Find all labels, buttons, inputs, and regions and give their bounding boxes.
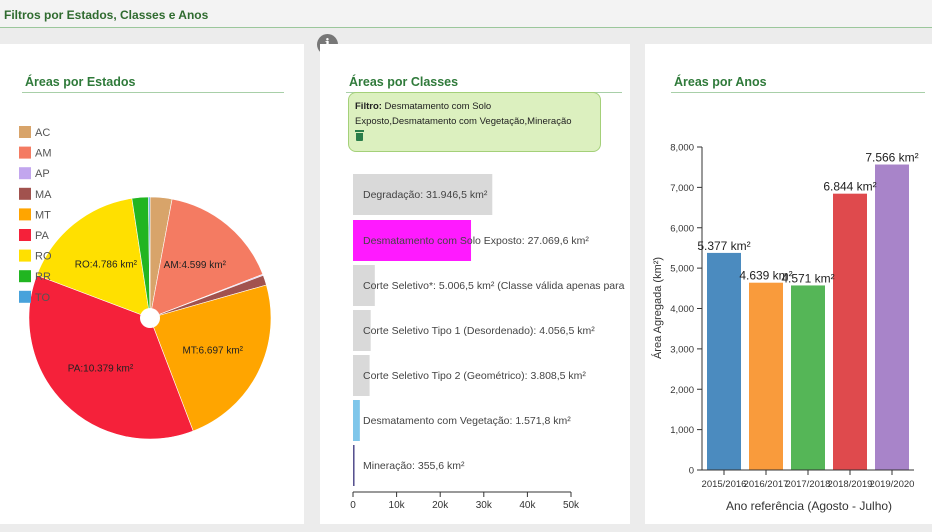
pie-slice-to bbox=[148, 196, 151, 319]
years-clip-right bbox=[930, 144, 932, 224]
pie-slice-mt bbox=[149, 284, 272, 432]
year-bar-label-4: 7.566 km² bbox=[865, 151, 918, 165]
legend-swatch-mt bbox=[19, 208, 31, 221]
class-bar-label-5: Corte Seletivo Tipo 2 (Geométrico): 3.80… bbox=[363, 370, 586, 382]
years-y-tick-label-1: 1,000 bbox=[670, 425, 694, 436]
year-bar-1 bbox=[749, 282, 783, 470]
years-y-tick-label-0: 0 bbox=[689, 466, 694, 477]
pie-slice-pa bbox=[28, 274, 194, 440]
legend-swatch-am bbox=[19, 146, 31, 159]
years-x-tick-label-2: 2017/2018 bbox=[786, 479, 831, 490]
class-bar-label-7: Mineração: 355,6 km² bbox=[363, 460, 465, 472]
year-bar-label-2: 4.571 km² bbox=[781, 271, 834, 285]
class-bar-6 bbox=[353, 400, 360, 441]
class-x-tick-label-3: 30k bbox=[476, 500, 493, 511]
years-panel: Áreas por Anos 0 1,000 2,000 3,000 4,000 5,00… bbox=[645, 44, 932, 524]
legend-label-to: TO bbox=[35, 292, 51, 304]
states-pie-chart: AC AM:4.599 km² AM AP MA MT:6.697 km² MT PA:10.… bbox=[19, 126, 272, 440]
class-bar-1 bbox=[353, 174, 493, 215]
filter-label: Filtro: bbox=[355, 101, 382, 112]
years-y-tick-label-5: 5,000 bbox=[670, 264, 694, 275]
header-bar: Filtros por Estados, Classes e Anos bbox=[0, 0, 932, 28]
pie-label-am: AM:4.599 km² bbox=[164, 260, 227, 271]
class-bar-3 bbox=[353, 265, 375, 306]
class-x-tick-label-0: 0 bbox=[350, 500, 356, 511]
legend-swatch-rr bbox=[19, 270, 31, 283]
years-bar-chart: 0 1,000 2,000 3,000 4,000 5,000 6,000 7,000 8,00… bbox=[651, 143, 932, 513]
years-y-tick-label-7: 7,000 bbox=[670, 183, 694, 194]
legend-swatch-pa bbox=[19, 229, 31, 241]
label-clip-mask bbox=[627, 99, 630, 499]
year-bar-label-1: 4.639 km² bbox=[739, 269, 792, 283]
class-bar-4 bbox=[353, 310, 371, 351]
pie-slice-ro bbox=[36, 198, 151, 319]
year-bar-label-0: 5.377 km² bbox=[697, 239, 750, 253]
years-y-tick-label-2: 2,000 bbox=[670, 385, 694, 396]
pie-slice-am bbox=[149, 198, 264, 319]
legend-swatch-ap bbox=[19, 167, 31, 180]
legend-swatch-ro bbox=[19, 249, 31, 262]
class-bar-7 bbox=[353, 445, 355, 486]
year-bar-3 bbox=[833, 193, 867, 470]
years-y-axis-label: Área Agregada (km²) bbox=[651, 257, 664, 359]
years-title-rule bbox=[671, 92, 925, 93]
pie-label-pa: PA:10.379 km² bbox=[68, 364, 134, 375]
year-bar-2 bbox=[791, 285, 825, 470]
class-bar-label-1: Degradação: 31.946,5 km² bbox=[363, 189, 488, 201]
legend-swatch-to bbox=[19, 290, 31, 303]
class-x-tick-label-2: 20k bbox=[432, 500, 449, 511]
legend-label-ro: RO bbox=[35, 251, 52, 263]
legend-label-mt: MT bbox=[35, 209, 51, 221]
years-x-tick-label-0: 2015/2016 bbox=[702, 479, 747, 490]
legend-label-ap: AP bbox=[35, 168, 50, 180]
legend-label-ma: MA bbox=[35, 189, 52, 201]
states-title-rule bbox=[22, 92, 284, 93]
legend-label-rr: RR bbox=[35, 271, 51, 283]
class-bar-label-6: Desmatamento com Vegetação: 1.571,8 km² bbox=[363, 415, 571, 427]
filter-tooltip: Filtro: Desmatamento com Solo Exposto,De… bbox=[348, 92, 601, 152]
page-title: Filtros por Estados, Classes e Anos bbox=[4, 8, 209, 22]
years-panel-title: Áreas por Anos bbox=[674, 75, 767, 89]
trash-icon[interactable] bbox=[355, 130, 364, 141]
years-y-tick-label-8: 8,000 bbox=[670, 143, 694, 154]
class-bar-label-3: Corte Seletivo*: 5.006,5 km² (Classe vál… bbox=[363, 280, 630, 292]
legend-label-am: AM bbox=[35, 148, 52, 160]
class-bar-2 bbox=[353, 220, 472, 261]
legend-label-ac: AC bbox=[35, 127, 50, 139]
years-x-tick-label-1: 2016/2017 bbox=[744, 479, 789, 490]
class-bar-label-4: Corte Seletivo Tipo 1 (Desordenado): 4.0… bbox=[363, 325, 595, 337]
pie-center-hole bbox=[140, 308, 160, 328]
year-bar-4 bbox=[875, 164, 909, 470]
filter-text: Desmatamento com Solo Exposto,Desmatamen… bbox=[355, 101, 572, 127]
legend-swatch-ac bbox=[19, 126, 31, 138]
years-y-tick-label-6: 6,000 bbox=[670, 223, 694, 234]
class-bar-label-2: Desmatamento com Solo Exposto: 27.069,6 … bbox=[363, 235, 589, 247]
legend-swatch-ma bbox=[19, 187, 31, 200]
classes-panel-title: Áreas por Classes bbox=[349, 75, 459, 89]
legend-label-pa: PA bbox=[35, 230, 50, 242]
years-x-axis-label: Ano referência (Agosto - Julho) bbox=[726, 499, 892, 513]
states-panel-title: Áreas por Estados bbox=[25, 75, 136, 89]
class-x-tick-label-1: 10k bbox=[389, 500, 406, 511]
pie-label-ro: RO:4.786 km² bbox=[75, 259, 138, 270]
class-bar-5 bbox=[353, 355, 370, 396]
years-y-tick-label-4: 4,000 bbox=[670, 304, 694, 315]
years-x-tick-label-4: 2019/2020 bbox=[870, 479, 915, 490]
years-y-tick-label-3: 3,000 bbox=[670, 344, 694, 355]
states-panel: Áreas por Estados AC AM:4.599 km² AM AP MA MT… bbox=[0, 44, 304, 524]
year-bar-0 bbox=[707, 252, 741, 470]
class-x-tick-label-5: 50k bbox=[563, 500, 580, 511]
pie-label-mt: MT:6.697 km² bbox=[182, 345, 243, 356]
year-bar-label-3: 6.844 km² bbox=[823, 180, 876, 194]
years-x-tick-label-3: 2018/2019 bbox=[828, 479, 873, 490]
class-x-tick-label-4: 40k bbox=[519, 500, 536, 511]
